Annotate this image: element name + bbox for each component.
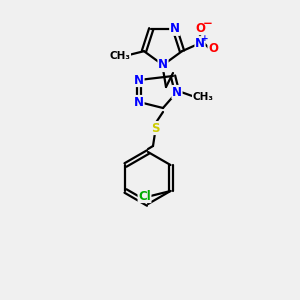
- Text: N: N: [170, 22, 180, 35]
- Text: CH₃: CH₃: [193, 92, 214, 102]
- Text: O: O: [208, 42, 218, 55]
- Text: +: +: [201, 34, 209, 43]
- Text: O: O: [195, 22, 205, 35]
- Text: N: N: [172, 85, 182, 98]
- Text: CH₃: CH₃: [110, 51, 130, 61]
- Text: −: −: [203, 17, 213, 30]
- Text: N: N: [158, 58, 168, 71]
- Text: S: S: [151, 122, 159, 134]
- Text: N: N: [195, 37, 205, 50]
- Text: N: N: [134, 95, 144, 109]
- Text: Cl: Cl: [138, 190, 151, 202]
- Text: N: N: [134, 74, 144, 86]
